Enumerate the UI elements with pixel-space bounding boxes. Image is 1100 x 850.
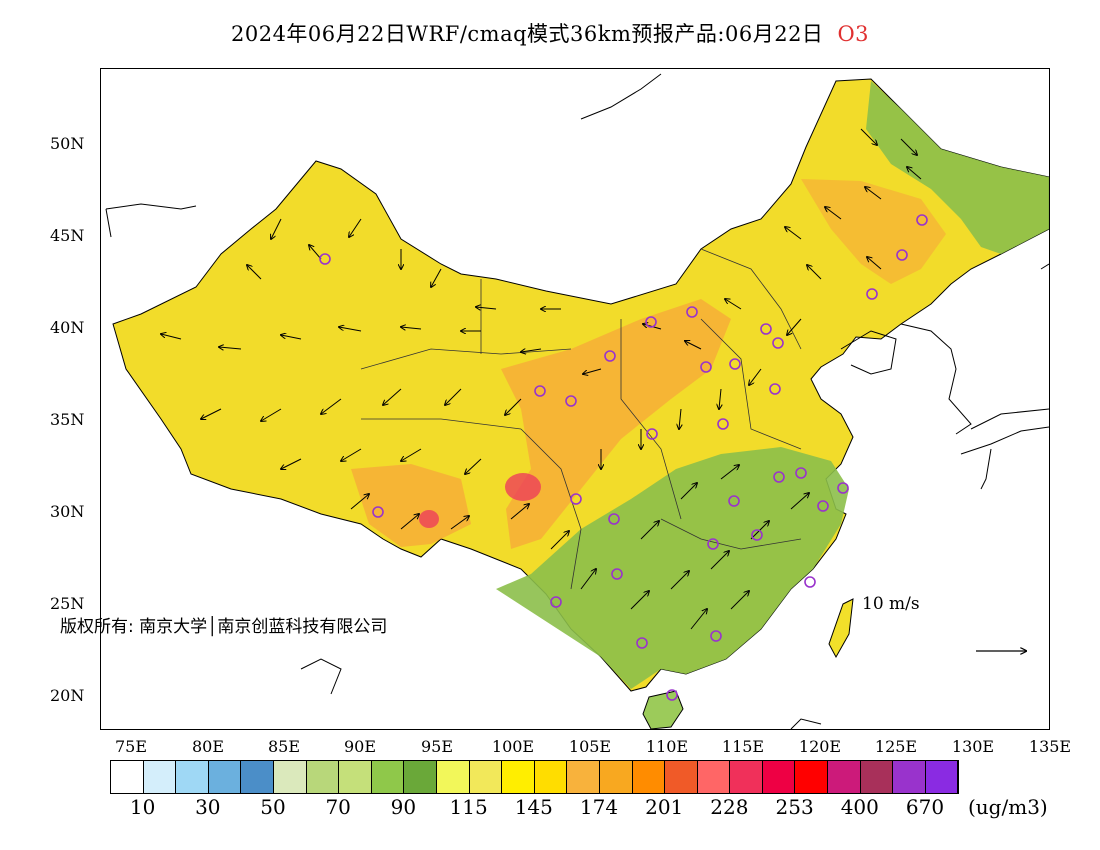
colorbar-label-6: 145 xyxy=(514,795,553,819)
colorbar-cell-8 xyxy=(371,761,405,793)
high-ozone-northeast xyxy=(801,179,946,284)
colorbar-cell-11 xyxy=(469,761,503,793)
copyright-text: 版权所有: 南京大学│南京创蓝科技有限公司 xyxy=(60,617,388,637)
lon-label-110: 110E xyxy=(645,737,689,756)
colorbar-label-3: 70 xyxy=(325,795,351,819)
colorbar-cell-15 xyxy=(599,761,633,793)
high-ozone-tibet xyxy=(351,464,471,547)
province-borders xyxy=(360,248,802,590)
map-frame xyxy=(100,68,1050,730)
taiwan-island xyxy=(828,598,854,659)
colorbar-cell-16 xyxy=(632,761,666,793)
colorbar-cell-10 xyxy=(436,761,470,793)
lat-label-35: 35N xyxy=(50,410,85,429)
colorbar-cell-22 xyxy=(828,761,861,793)
colorbar-label-1: 30 xyxy=(195,795,221,819)
low-ozone-southeast xyxy=(496,447,849,689)
ozone-hotspot-tibet xyxy=(419,510,439,528)
coastlines xyxy=(105,73,1049,729)
colorbar-cell-13 xyxy=(534,761,568,793)
lon-label-105: 105E xyxy=(568,737,612,756)
colorbar-label-12: 670 xyxy=(905,795,945,819)
colorbar-label-0: 10 xyxy=(129,795,156,819)
lon-label-75: 75E xyxy=(114,737,148,756)
colorbar-cell-4 xyxy=(241,761,274,793)
colorbar-label-10: 253 xyxy=(775,795,814,819)
lat-label-50: 50N xyxy=(50,134,85,153)
lat-label-25: 25N xyxy=(50,594,85,613)
lon-label-85: 85E xyxy=(267,737,301,756)
colorbar-cell-23 xyxy=(860,761,894,793)
low-ozone-northeast xyxy=(866,81,1049,254)
colorbar-unit: (ug/m3) xyxy=(968,795,1048,819)
colorbar-cell-14 xyxy=(567,761,600,793)
colorbar-label-11: 400 xyxy=(840,795,879,819)
lon-label-100: 100E xyxy=(491,737,535,756)
colorbar-cell-12 xyxy=(502,761,535,793)
lon-label-95: 95E xyxy=(420,737,454,756)
colorbar-cell-17 xyxy=(665,761,698,793)
lat-label-40: 40N xyxy=(50,318,85,337)
colorbar-cell-24 xyxy=(893,761,926,793)
lat-label-20: 20N xyxy=(50,686,85,705)
colorbar-cell-1 xyxy=(143,761,177,793)
colorbar-cell-21 xyxy=(795,761,829,793)
lon-label-135: 135E xyxy=(1028,737,1072,756)
lon-label-115: 115E xyxy=(721,737,765,756)
title-text: 2024年06月22日WRF/cmaq模式36km预报产品:06月22日 xyxy=(230,22,824,46)
lon-label-120: 120E xyxy=(798,737,842,756)
colorbar-cell-18 xyxy=(697,761,731,793)
lon-label-90: 90E xyxy=(343,737,377,756)
colorbar-label-8: 201 xyxy=(645,795,684,819)
lat-label-45: 45N xyxy=(50,226,85,245)
colorbar xyxy=(110,760,960,794)
colorbar-cell-20 xyxy=(762,761,796,793)
colorbar-cell-0 xyxy=(111,761,144,793)
colorbar-label-4: 90 xyxy=(390,795,417,819)
colorbar-cell-3 xyxy=(208,761,242,793)
map-title: 2024年06月22日WRF/cmaq模式36km预报产品:06月22日 O3 xyxy=(0,18,1100,48)
wind-scale-label: 10 m/s xyxy=(862,594,920,614)
ozone-map xyxy=(105,73,1049,729)
ozone-hotspot-sichuan xyxy=(505,473,541,501)
wind-arrows xyxy=(161,128,922,630)
colorbar-label-2: 50 xyxy=(260,795,286,819)
colorbar-cell-9 xyxy=(404,761,437,793)
station-markers xyxy=(319,214,928,701)
colorbar-label-7: 174 xyxy=(579,795,619,819)
colorbar-cell-5 xyxy=(273,761,307,793)
lat-label-30: 30N xyxy=(50,502,85,521)
lon-label-80: 80E xyxy=(191,737,225,756)
colorbar-cell-2 xyxy=(176,761,209,793)
colorbar-cell-19 xyxy=(730,761,763,793)
colorbar-cell-7 xyxy=(339,761,372,793)
colorbar-label-9: 228 xyxy=(710,795,749,819)
lon-label-125: 125E xyxy=(874,737,918,756)
high-ozone-central xyxy=(501,299,731,549)
lon-label-130: 130E xyxy=(951,737,995,756)
colorbar-cell-6 xyxy=(306,761,340,793)
colorbar-label-5: 115 xyxy=(449,795,488,819)
title-species: O3 xyxy=(837,22,870,46)
colorbar-cell-25 xyxy=(925,761,959,793)
